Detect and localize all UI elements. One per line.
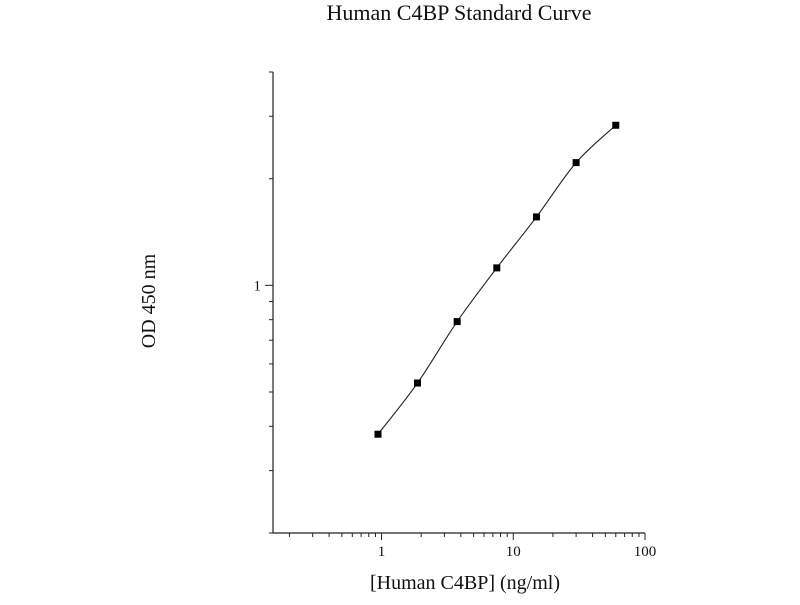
data-point-marker (453, 318, 461, 326)
data-point-marker (572, 159, 580, 167)
data-point-marker (493, 264, 501, 272)
x-tick-label: 1 (378, 544, 386, 560)
x-axis-label: [Human C4BP] (ng/ml) (370, 572, 560, 594)
standard-curve-line (377, 124, 617, 435)
series-layer (374, 121, 620, 438)
axes (272, 72, 645, 534)
data-point-marker (612, 121, 620, 129)
data-point-marker (413, 379, 421, 387)
chart-title: Human C4BP Standard Curve (327, 0, 592, 25)
x-tick-label: 10 (506, 544, 521, 560)
data-point-marker (532, 213, 540, 221)
x-tick-label: 100 (634, 544, 657, 560)
y-ticks: 1 (254, 71, 273, 534)
y-axis-label: OD 450 nm (138, 253, 160, 348)
y-tick-label: 1 (254, 278, 262, 294)
x-ticks: 1 10 100 (288, 533, 657, 560)
data-point-marker (374, 430, 382, 438)
